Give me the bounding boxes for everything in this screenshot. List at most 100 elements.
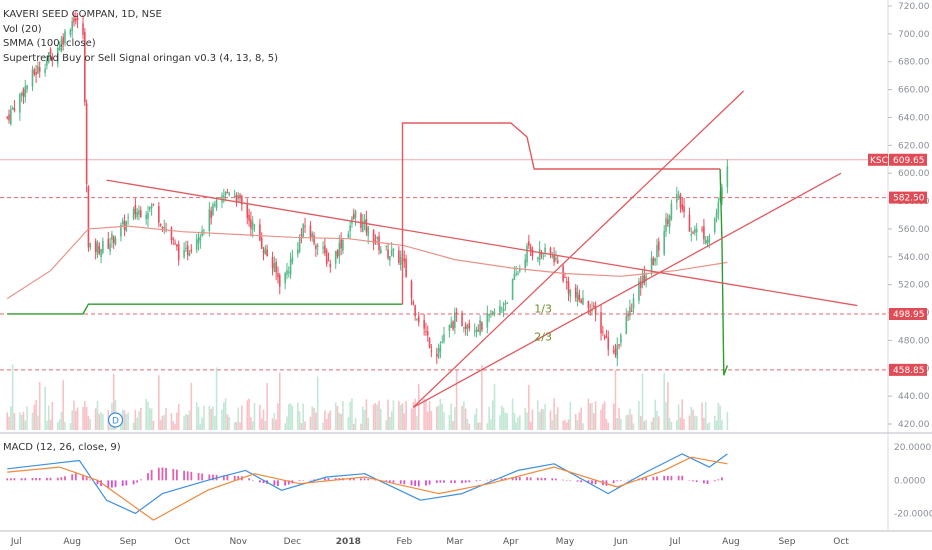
candle-body[interactable] (170, 227, 173, 241)
candle-body[interactable] (668, 215, 671, 228)
candle-body[interactable] (428, 338, 431, 349)
candle-body[interactable] (37, 66, 39, 74)
candle-body[interactable] (423, 319, 425, 329)
candle-body[interactable] (46, 60, 48, 66)
candle-body[interactable] (275, 262, 277, 273)
candle-body[interactable] (259, 224, 261, 241)
candle-body[interactable] (593, 305, 595, 308)
candle-body[interactable] (488, 314, 490, 316)
candle-body[interactable] (594, 306, 597, 315)
candle-body[interactable] (475, 329, 478, 333)
macd-legend[interactable]: MACD (12, 26, close, 9) (3, 442, 121, 453)
candle-body[interactable] (574, 287, 577, 298)
candle-body[interactable] (378, 236, 380, 251)
candle-body[interactable] (215, 199, 218, 209)
candle-body[interactable] (114, 238, 117, 245)
candle-body[interactable] (425, 331, 427, 333)
candle-body[interactable] (26, 85, 28, 90)
candle-body[interactable] (454, 312, 456, 328)
candle-body[interactable] (248, 214, 250, 221)
candle-body[interactable] (35, 72, 37, 75)
candle-body[interactable] (177, 244, 180, 260)
candle-body[interactable] (600, 312, 602, 334)
candle-body[interactable] (363, 219, 366, 223)
candle-body[interactable] (315, 245, 317, 249)
candle-body[interactable] (625, 316, 628, 335)
candle-body[interactable] (163, 227, 166, 229)
candle-body[interactable] (403, 258, 406, 262)
candle-body[interactable] (676, 193, 678, 203)
candle-body[interactable] (64, 31, 66, 44)
candle-body[interactable] (22, 89, 25, 97)
candle-body[interactable] (463, 327, 465, 329)
candle-body[interactable] (271, 257, 274, 269)
candle-body[interactable] (526, 245, 528, 263)
candle-body[interactable] (159, 223, 162, 226)
candle-body[interactable] (481, 322, 483, 330)
candle-body[interactable] (273, 263, 276, 272)
candle-body[interactable] (102, 240, 104, 253)
candle-body[interactable] (435, 354, 438, 357)
dividend-event-icon[interactable] (107, 412, 124, 428)
legend-vol[interactable]: Vol (20) (3, 23, 42, 35)
candle-body[interactable] (183, 250, 185, 258)
candle-body[interactable] (199, 236, 202, 241)
candle-body[interactable] (89, 243, 92, 248)
trendline[interactable] (412, 90, 745, 408)
candle-body[interactable] (515, 273, 517, 275)
candle-body[interactable] (266, 249, 268, 257)
candle-body[interactable] (692, 232, 694, 234)
candle-body[interactable] (399, 256, 402, 265)
supertrend-line-up[interactable] (7, 303, 403, 315)
candle-body[interactable] (719, 196, 721, 201)
candle-body[interactable] (602, 331, 604, 333)
candle-body[interactable] (149, 206, 151, 210)
candle-body[interactable] (528, 241, 530, 246)
candle-body[interactable] (291, 256, 294, 263)
candle-body[interactable] (502, 308, 505, 312)
candle-body[interactable] (87, 186, 90, 248)
candle-body[interactable] (390, 249, 393, 256)
candle-body[interactable] (417, 316, 420, 323)
candle-body[interactable] (224, 191, 227, 195)
candle-body[interactable] (62, 37, 64, 45)
candle-body[interactable] (150, 205, 153, 208)
candle-body[interactable] (531, 249, 534, 257)
candle-body[interactable] (47, 52, 50, 63)
candle-body[interactable] (82, 23, 84, 35)
candle-body[interactable] (96, 243, 99, 255)
candle-body[interactable] (477, 330, 480, 332)
candle-body[interactable] (334, 251, 337, 264)
candle-body[interactable] (213, 204, 216, 206)
candle-body[interactable] (311, 233, 314, 238)
candle-body[interactable] (85, 103, 88, 185)
candle-body[interactable] (338, 243, 341, 257)
candle-body[interactable] (221, 195, 223, 203)
candle-body[interactable] (511, 279, 514, 300)
candle-body[interactable] (134, 204, 137, 215)
candle-body[interactable] (260, 237, 263, 249)
candle-body[interactable] (688, 214, 691, 232)
candle-body[interactable] (190, 249, 193, 252)
candle-body[interactable] (316, 245, 319, 247)
candle-body[interactable] (473, 331, 476, 333)
candle-body[interactable] (241, 196, 243, 205)
macd-line[interactable] (7, 453, 728, 515)
candle-body[interactable] (327, 260, 330, 262)
candle-body[interactable] (694, 228, 696, 233)
candle-body[interactable] (111, 233, 113, 240)
candle-body[interactable] (136, 212, 138, 218)
candle-body[interactable] (455, 312, 458, 315)
candle-body[interactable] (618, 344, 620, 346)
smma-line[interactable] (6, 225, 728, 300)
candle-body[interactable] (589, 311, 591, 313)
candle-body[interactable] (324, 245, 326, 254)
candle-body[interactable] (726, 165, 729, 188)
candle-body[interactable] (468, 323, 471, 329)
candle-body[interactable] (551, 255, 554, 257)
candle-body[interactable] (253, 224, 256, 226)
candle-body[interactable] (538, 249, 541, 261)
candle-body[interactable] (278, 275, 281, 287)
candle-body[interactable] (347, 233, 350, 238)
candle-body[interactable] (223, 195, 225, 198)
